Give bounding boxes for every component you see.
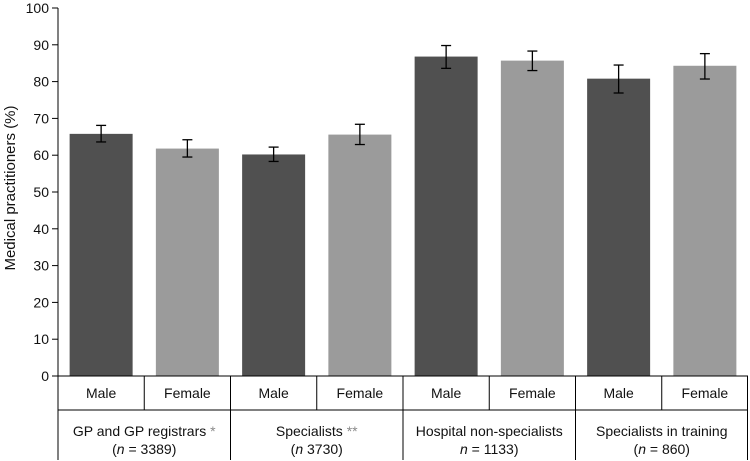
group-sample-size: (n = 3389): [112, 441, 176, 457]
group-sample-size: n = 1133): [460, 441, 519, 457]
y-tick-label: 90: [33, 37, 49, 53]
y-tick-label: 10: [33, 331, 49, 347]
category-label: Male: [431, 385, 462, 401]
category-label: Male: [258, 385, 289, 401]
bar-female: [328, 134, 392, 376]
y-tick-label: 50: [33, 184, 49, 200]
group-label: Specialists in training: [596, 423, 728, 439]
category-label: Female: [337, 385, 384, 401]
bar-male: [69, 133, 133, 376]
group-label: Specialists **: [276, 423, 358, 439]
group-label: Hospital non-specialists: [416, 423, 563, 439]
y-tick-label: 60: [33, 147, 49, 163]
y-axis-title: Medical practitioners (%): [2, 105, 19, 270]
group-sample-size: (n 3730): [291, 441, 343, 457]
y-tick-label: 0: [41, 368, 49, 384]
bar-male: [587, 78, 651, 376]
bar-male: [414, 56, 478, 377]
bar-female: [155, 148, 219, 376]
y-tick-label: 40: [33, 221, 49, 237]
category-label: Female: [164, 385, 211, 401]
bar-female: [500, 60, 564, 377]
group-label: GP and GP registrars *: [73, 423, 216, 439]
category-label: Male: [603, 385, 634, 401]
y-tick-label: 30: [33, 258, 49, 274]
category-label: Male: [86, 385, 117, 401]
category-label: Female: [509, 385, 556, 401]
bar-female: [673, 65, 737, 376]
y-tick-label: 100: [26, 0, 50, 16]
bar-male: [242, 154, 306, 376]
category-label: Female: [682, 385, 729, 401]
group-sample-size: (n = 860): [634, 441, 690, 457]
y-tick-label: 70: [33, 110, 49, 126]
y-tick-label: 80: [33, 74, 49, 90]
y-tick-label: 20: [33, 294, 49, 310]
